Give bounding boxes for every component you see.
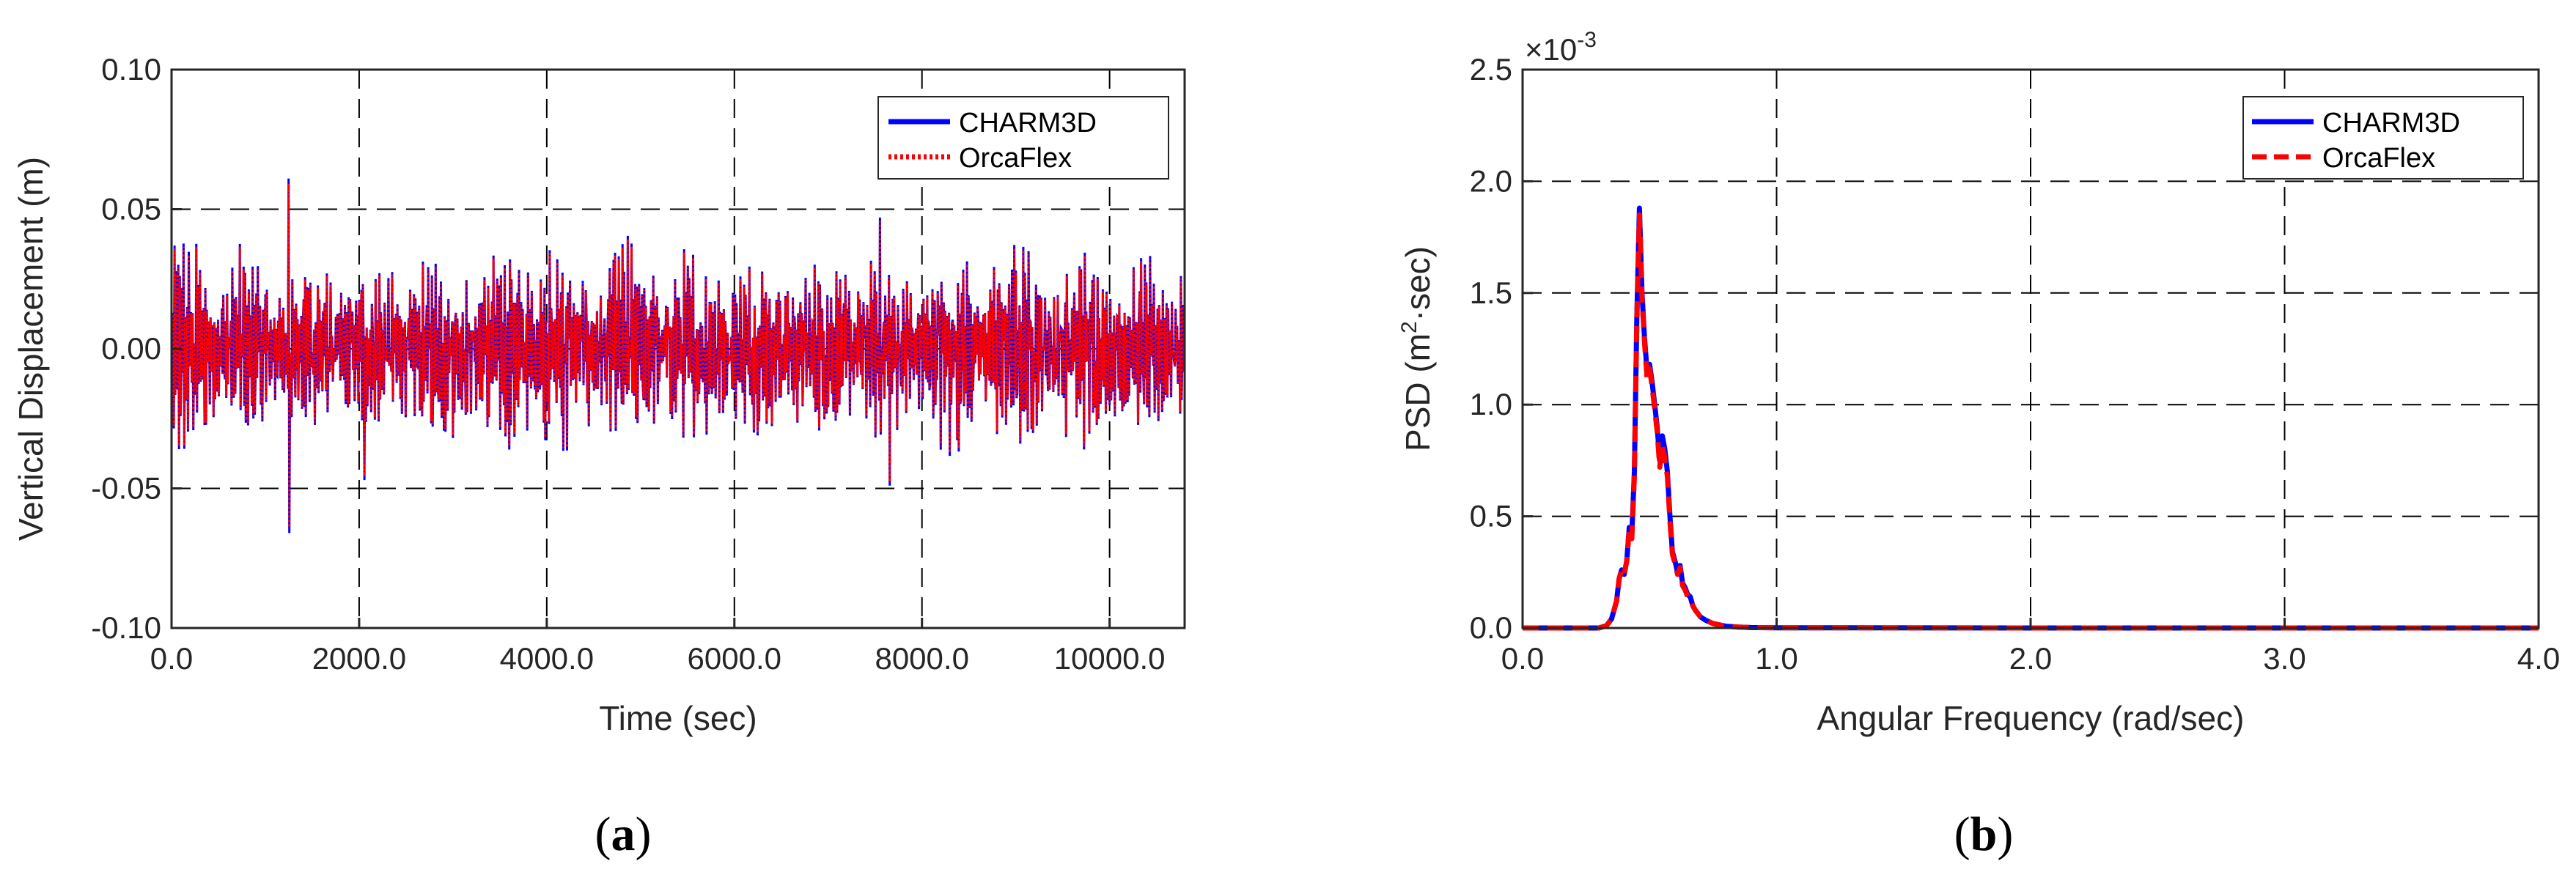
panel-b-y-tick-label: 0.5 [1470, 499, 1512, 533]
panel-b-series-orcaflex [1523, 212, 2539, 631]
panel-a-x-tick-label: 6000.0 [688, 641, 781, 676]
panel-b-y-multiplier: ×10-3 [1525, 28, 1597, 67]
panel-b-x-tick-label: 3.0 [2263, 641, 2305, 676]
panel-a-legend: CHARM3D OrcaFlex [877, 96, 1169, 180]
panel-a-y-tick-label: -0.10 [91, 610, 161, 645]
panel-b-ticks: 0.0 1.0 2.0 3.0 4.0 0.0 0.5 1.0 1.5 2.0 2.5 [1470, 52, 2561, 676]
panel-a-y-tick-label: 0.10 [101, 52, 161, 86]
panel-a-legend-label-charm3d: CHARM3D [959, 108, 1097, 138]
panel-a-series-orcaflex [170, 183, 1186, 528]
panel-b-y-tick-label: 2.0 [1470, 163, 1512, 198]
panel-b-y-axis-title-part1: PSD (m [1399, 333, 1437, 451]
panel-a-x-tick-label: 4000.0 [500, 641, 594, 676]
panel-a-x-tick-label: 0.0 [150, 641, 193, 676]
panel-b-x-tick-label: 0.0 [1501, 641, 1544, 676]
panel-b-y-tick-label: 2.5 [1470, 52, 1512, 86]
panel-b-legend: CHARM3D OrcaFlex [2242, 96, 2524, 180]
panel-a-traces [170, 178, 1186, 533]
panel-b-y-tick-label: 0.0 [1470, 610, 1512, 645]
panel-b-y-tick-label: 1.5 [1470, 276, 1512, 310]
panel-b: 0.0 1.0 2.0 3.0 4.00.00.51.01.52.02.5 ×10-3 … [1397, 28, 2560, 861]
panel-b-y-axis-title-part2: ·sec) [1399, 246, 1437, 321]
panel-a-y-axis-title: Vertical Displacement (m) [12, 157, 50, 541]
panel-a-ticks: 0.0 2000.0 4000.0 6000.0 8000.0 10000.0 -0.10 -… [91, 52, 1165, 676]
panel-b-legend-label-orcaflex: OrcaFlex [2322, 143, 2435, 174]
panel-b-caption: (b) [1954, 808, 2014, 861]
panel-b-y-tick-label: 1.0 [1470, 387, 1512, 421]
panel-a-y-tick-label: 0.05 [101, 192, 161, 226]
panel-b-legend-box [2242, 96, 2524, 180]
panel-b-x-axis-title: Angular Frequency (rad/sec) [1817, 699, 2245, 737]
panel-b-y-multiplier-base: ×10 [1525, 32, 1577, 67]
panel-a-caption: (a) [595, 808, 652, 861]
panel-b-legend-label-charm3d: CHARM3D [2322, 108, 2460, 138]
panel-b-y-axis-title-superscript: 2 [1397, 321, 1421, 333]
panel-a-y-tick-label: -0.05 [91, 471, 161, 506]
panel-a-legend-box [877, 96, 1169, 180]
panel-b-caption-letter: b [1970, 808, 1998, 861]
panel-b-traces [1523, 205, 2539, 631]
panel-b-y-multiplier-exponent: -3 [1577, 28, 1597, 52]
panel-a-legend-label-orcaflex: OrcaFlex [959, 143, 1072, 174]
panel-a-x-axis-title: Time (sec) [599, 699, 757, 737]
panel-a-x-tick-label: 8000.0 [875, 641, 968, 676]
panel-b-x-tick-label: 1.0 [1755, 641, 1797, 676]
panel-b-x-tick-label: 2.0 [2009, 641, 2052, 676]
panel-a-x-tick-label: 2000.0 [312, 641, 406, 676]
panel-b-x-tick-label: 4.0 [2517, 641, 2560, 676]
panel-a-caption-letter: a [611, 808, 636, 861]
panel-a-x-tick-label: 10000.0 [1054, 641, 1166, 676]
panel-b-y-axis-title: PSD (m2·sec) [1397, 246, 1437, 451]
panel-a-y-tick-label: 0.00 [101, 331, 161, 366]
